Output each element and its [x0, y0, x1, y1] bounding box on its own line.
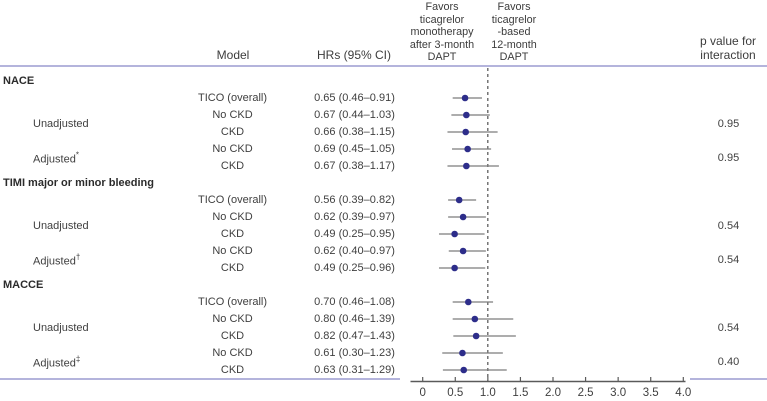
favors-left-line: ticagrelor: [419, 13, 465, 26]
point-marker: [459, 213, 467, 221]
hr-column-header: HRs (95% CI): [316, 48, 392, 62]
section-label: MACCE: [3, 279, 44, 291]
group-footnote-mark: *: [75, 150, 79, 160]
point-marker: [461, 94, 469, 102]
favors-right-line: 12-month: [491, 38, 537, 51]
x-axis-tick-label: 2.5: [578, 387, 594, 399]
x-axis-tick-label: 4.0: [675, 387, 691, 399]
model-cell: CKD: [220, 126, 245, 138]
model-cell: No CKD: [212, 143, 253, 155]
model-cell: TICO (overall): [197, 296, 268, 308]
bottom-border-left: [0, 378, 400, 380]
x-axis-tick-label: 0: [419, 387, 425, 399]
point-marker: [459, 247, 467, 255]
model-cell: No CKD: [212, 347, 253, 359]
p-value: 0.54: [717, 321, 740, 334]
point-marker: [455, 196, 463, 204]
model-cell: TICO (overall): [197, 92, 268, 104]
hr-ci-cell: 0.56 (0.39–0.82): [314, 194, 395, 206]
p-value: 0.95: [717, 151, 740, 164]
x-axis-tick-label: 3.5: [643, 387, 659, 399]
model-cell: CKD: [220, 330, 245, 342]
hr-ci-cell: 0.49 (0.25–0.96): [314, 262, 395, 274]
point-marker: [460, 366, 468, 374]
section-label: NACE: [3, 75, 35, 87]
group-label: Adjusted‡: [33, 354, 81, 369]
hr-ci-cell: 0.69 (0.45–1.05): [314, 143, 395, 155]
point-marker: [459, 349, 466, 357]
favors-left-header: Favors ticagrelor monotherapy after 3-mo…: [410, 1, 474, 64]
hr-ci-cell: 0.66 (0.38–1.15): [314, 126, 395, 138]
p-value-header-line: interaction: [700, 47, 756, 62]
favors-right-header: Favors ticagrelor -based 12-month DAPT: [491, 1, 537, 64]
x-axis-tick-label: 1.5: [512, 387, 528, 399]
point-marker: [463, 162, 470, 170]
model-cell: No CKD: [212, 211, 253, 223]
favors-left-line: DAPT: [427, 51, 457, 64]
p-value: 0.54: [717, 219, 740, 232]
hr-ci-cell: 0.65 (0.46–0.91): [314, 92, 395, 104]
hr-ci-cell: 0.49 (0.25–0.95): [314, 228, 395, 240]
header-divider-line: [0, 65, 767, 67]
bottom-border-right: [690, 378, 767, 380]
p-value-column-header: p value for interaction: [699, 34, 757, 62]
model-cell: TICO (overall): [197, 194, 268, 206]
model-cell: CKD: [220, 228, 245, 240]
hr-ci-cell: 0.70 (0.46–1.08): [314, 296, 395, 308]
hr-ci-cell: 0.67 (0.44–1.03): [314, 109, 395, 121]
model-cell: CKD: [220, 262, 245, 274]
hr-ci-cell: 0.63 (0.31–1.29): [314, 364, 395, 376]
section-label: TIMI major or minor bleeding: [3, 177, 154, 189]
hr-ci-cell: 0.62 (0.40–0.97): [314, 245, 395, 257]
point-marker: [472, 332, 480, 340]
group-footnote-mark: †: [75, 252, 81, 262]
point-marker: [464, 145, 471, 153]
point-marker: [462, 128, 469, 136]
group-label: Unadjusted: [33, 117, 89, 130]
point-marker: [471, 315, 479, 323]
point-marker: [451, 230, 458, 238]
group-label: Unadjusted: [33, 219, 89, 232]
hr-ci-cell: 0.82 (0.47–1.43): [314, 330, 395, 342]
model-cell: No CKD: [212, 109, 253, 121]
hr-ci-cell: 0.80 (0.46–1.39): [314, 313, 395, 325]
favors-right-line: -based: [497, 26, 531, 39]
model-column-header: Model: [216, 48, 250, 62]
x-axis-tick-label: 1.0: [480, 387, 496, 399]
hr-ci-cell: 0.61 (0.30–1.23): [314, 347, 395, 359]
model-cell: CKD: [220, 364, 245, 376]
hr-ci-cell: 0.67 (0.38–1.17): [314, 160, 395, 172]
model-cell: No CKD: [212, 245, 253, 257]
group-footnote-mark: ‡: [75, 354, 81, 364]
group-label: Adjusted†: [33, 252, 81, 267]
p-value: 0.54: [717, 253, 740, 266]
model-cell: CKD: [220, 160, 245, 172]
favors-right-line: Favors: [497, 1, 531, 13]
group-label: Adjusted*: [33, 150, 79, 165]
p-value: 0.95: [717, 117, 740, 130]
favors-left-line: after 3-month: [409, 38, 475, 51]
favors-left-line: Favors: [425, 1, 459, 13]
x-axis-tick-label: 3.0: [610, 387, 626, 399]
x-axis-tick-label: 0.5: [447, 387, 463, 399]
hr-ci-cell: 0.62 (0.39–0.97): [314, 211, 395, 223]
group-label: Unadjusted: [33, 321, 89, 334]
model-cell: No CKD: [212, 313, 253, 325]
p-value: 0.40: [717, 355, 740, 368]
favors-right-line: ticagrelor: [491, 13, 537, 26]
favors-left-line: monotherapy: [410, 26, 474, 39]
x-axis-tick-label: 2.0: [545, 387, 561, 399]
point-marker: [463, 111, 470, 119]
p-value-header-line: p value for: [699, 34, 757, 48]
point-marker: [465, 298, 472, 306]
point-marker: [451, 264, 458, 272]
favors-right-line: DAPT: [499, 51, 529, 64]
